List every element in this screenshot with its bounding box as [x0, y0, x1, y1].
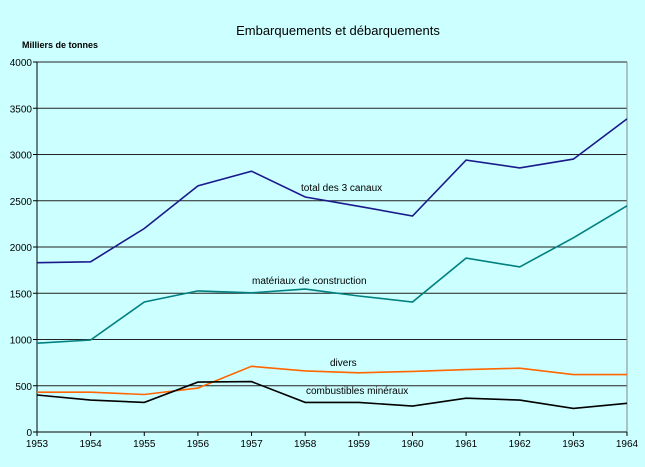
x-tick-label: 1954: [80, 439, 103, 450]
x-tick-label: 1963: [562, 439, 585, 450]
series-line-3: [36, 380, 628, 410]
y-tick-label: 4000: [10, 58, 33, 69]
series-label-construction: matériaux de construction: [252, 276, 367, 287]
series-label-combustibles: combustibles minéraux: [306, 386, 408, 397]
x-tick-label: 1962: [509, 439, 532, 450]
chart-title: Embarquements et débarquements: [236, 23, 440, 38]
x-tick-label: 1964: [616, 439, 639, 450]
y-tick-label: 1500: [10, 289, 33, 300]
series-label-divers: divers: [330, 358, 357, 369]
x-tick-label: 1958: [294, 439, 317, 450]
x-tick-label: 1956: [187, 439, 210, 450]
series-line-2: [37, 365, 627, 396]
x-tick-label: 1959: [348, 439, 371, 450]
x-tick-label: 1960: [401, 439, 424, 450]
x-tick-label: 1953: [26, 439, 49, 450]
y-tick-label: 3000: [10, 151, 33, 162]
y-tick-label: 500: [15, 382, 32, 393]
x-tick-label: 1957: [240, 439, 263, 450]
y-axis-label: Milliers de tonnes: [22, 40, 98, 50]
x-tick-label: 1955: [133, 439, 156, 450]
y-tick-label: 3500: [10, 104, 33, 115]
series-line-1: [36, 205, 628, 344]
series-label-total: total des 3 canaux: [301, 183, 382, 194]
x-tick-label: 1961: [455, 439, 478, 450]
series-line-0: [36, 118, 628, 264]
y-tick-label: 2500: [10, 197, 33, 208]
y-tick-label: 1000: [10, 336, 33, 347]
y-tick-label: 0: [26, 428, 32, 439]
y-tick-label: 2000: [10, 243, 33, 254]
